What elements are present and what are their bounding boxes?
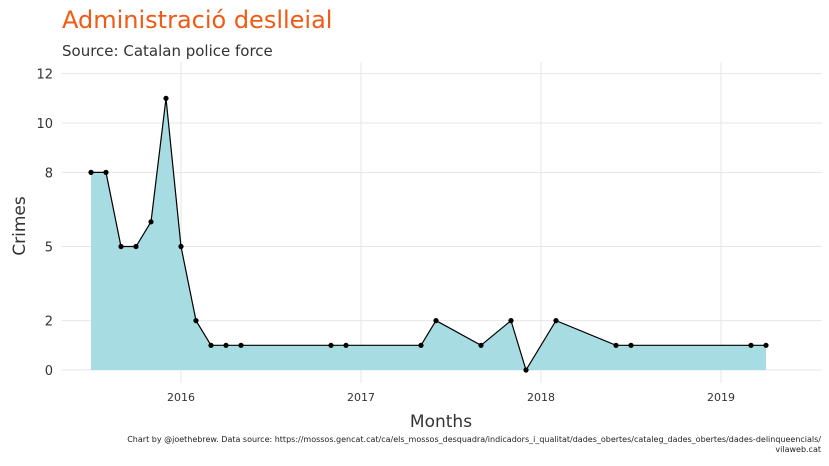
x-axis-label: Months (410, 412, 472, 432)
y-tick-label: 0 (45, 364, 53, 379)
caption-site: vilaweb.cat (775, 445, 821, 454)
data-point (418, 342, 424, 348)
data-point (103, 169, 109, 175)
area-layer (91, 98, 766, 371)
y-tick-label: 12 (36, 68, 53, 83)
y-axis-label: Crimes (10, 196, 30, 256)
data-point (478, 342, 484, 348)
y-tick-label: 10 (36, 117, 53, 132)
x-tick-label: 2017 (347, 391, 375, 404)
data-point (553, 318, 559, 324)
data-point (523, 367, 529, 373)
chart-subtitle: Source: Catalan police force (62, 42, 273, 60)
data-point (88, 169, 94, 175)
data-point (508, 318, 514, 324)
data-point (148, 219, 154, 225)
data-point (163, 95, 169, 101)
y-tick-label: 8 (45, 166, 53, 181)
x-tick-label: 2018 (527, 391, 555, 404)
y-tick-label: 5 (45, 241, 53, 256)
data-point (343, 342, 349, 348)
chart-title: Administració deslleial (62, 6, 333, 34)
data-point (118, 243, 124, 250)
caption-source: Chart by @joethebrew. Data source: https… (127, 435, 821, 444)
data-point (208, 342, 214, 348)
y-tick-labels: 0 2 5 8 10 12 (36, 68, 53, 379)
y-tick-label: 2 (45, 315, 53, 330)
data-point (613, 342, 619, 348)
data-point (328, 342, 334, 348)
x-tick-labels: 2016 2017 2018 2019 (167, 391, 735, 404)
data-point (133, 243, 139, 250)
x-tick-label: 2019 (707, 391, 735, 404)
data-point (238, 342, 244, 348)
area-fill (91, 98, 766, 371)
data-point (178, 243, 184, 250)
data-point (223, 342, 229, 348)
data-point (433, 318, 439, 324)
data-point (748, 342, 754, 348)
data-point (763, 342, 769, 348)
data-point (193, 318, 199, 324)
x-tick-label: 2016 (167, 391, 195, 404)
points-layer (88, 95, 769, 373)
data-point (628, 342, 634, 348)
chart-caption: Chart by @joethebrew. Data source: https… (61, 435, 821, 455)
